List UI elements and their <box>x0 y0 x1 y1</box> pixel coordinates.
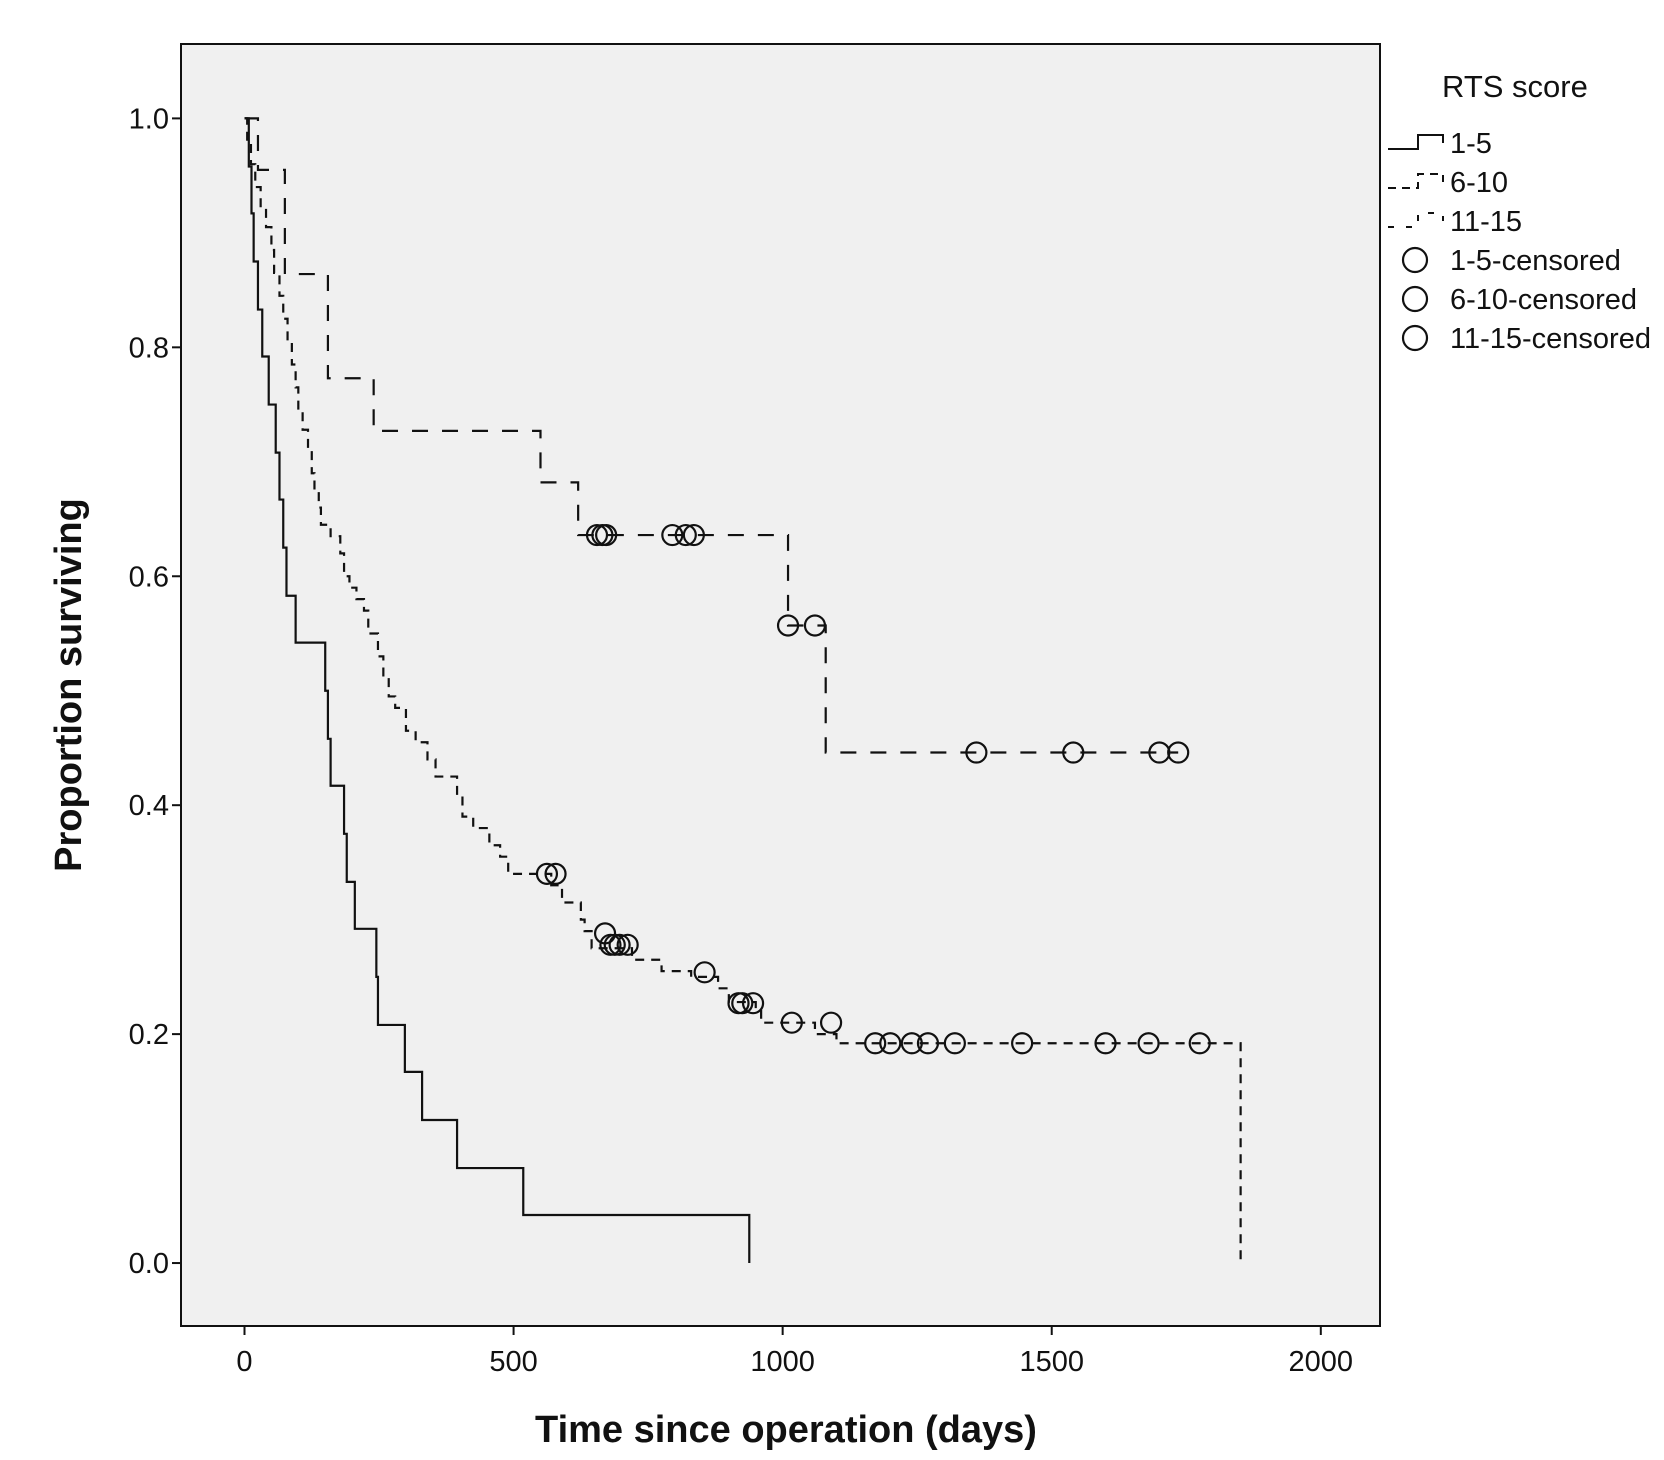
censor-marker-11-15 <box>595 523 618 547</box>
censor-marker-6-10 <box>1137 1032 1160 1055</box>
censor-marker-11-15 <box>585 523 609 547</box>
legend-title: RTS score <box>1442 69 1588 104</box>
censor-marker-11-15 <box>1148 741 1171 764</box>
censor-marker-6-10 <box>603 933 626 956</box>
y-tick-label: 0.0 <box>129 1248 169 1280</box>
censor-marker-6-10 <box>864 1032 887 1055</box>
y-tick-label: 0.8 <box>129 332 169 364</box>
censor-marker-11-15 <box>1167 741 1190 764</box>
legend-label: 1-5-censored <box>1450 245 1621 277</box>
legend-label: 11-15 <box>1450 206 1522 238</box>
series-line-11-15 <box>244 117 1179 754</box>
series-layer <box>244 117 1242 1264</box>
legend-label: 6-10 <box>1450 167 1508 199</box>
y-tick-label: 0.6 <box>129 561 169 593</box>
plot-area <box>180 43 1381 1327</box>
censor-marker-6-10 <box>535 862 559 885</box>
censor-marker-6-10 <box>741 992 765 1015</box>
legend-marker-1-5-censored <box>1401 246 1429 274</box>
x-tick-label: 1000 <box>750 1346 815 1378</box>
censor-marker-11-15 <box>803 614 827 637</box>
censor-marker-11-15 <box>682 523 705 547</box>
censor-marker-11-15 <box>776 614 800 637</box>
censor-marker-11-15 <box>661 523 684 547</box>
censor-marker-6-10 <box>943 1032 966 1055</box>
censor-marker-11-15 <box>674 523 697 547</box>
x-tick-label: 0 <box>236 1346 252 1378</box>
legend-swatch-6-10 <box>1388 173 1444 189</box>
censor-marker-layer <box>535 523 1211 1055</box>
series-line-1-5 <box>244 117 751 1264</box>
censor-marker-6-10 <box>693 961 716 984</box>
y-tick-label: 0.2 <box>129 1019 169 1051</box>
axes-layer: 0 500 1000 1500 2000 0.0 0.2 0.4 0.6 0.8 1.0 <box>129 103 1353 1378</box>
legend-marker-11-15-censored <box>1401 324 1429 352</box>
censor-marker-6-10 <box>1094 1032 1117 1055</box>
legend-label: 6-10-censored <box>1450 284 1637 316</box>
censor-marker-6-10 <box>616 933 639 956</box>
x-tick-label: 1500 <box>1019 1346 1084 1378</box>
censor-marker-6-10 <box>900 1032 923 1055</box>
x-tick-label: 500 <box>489 1346 537 1378</box>
censor-marker-6-10 <box>780 1011 803 1034</box>
censor-marker-6-10 <box>544 862 567 885</box>
censor-marker-6-10 <box>731 992 754 1015</box>
censor-marker-6-10 <box>916 1032 940 1055</box>
censor-marker-6-10 <box>1188 1032 1211 1055</box>
legend-swatch-11-15 <box>1388 212 1444 228</box>
y-axis-title: Proportion surviving <box>48 498 90 872</box>
x-axis-title: Time since operation (days) <box>535 1409 1037 1451</box>
x-tick-label: 2000 <box>1289 1346 1354 1378</box>
legend-marker-6-10-censored <box>1401 285 1429 313</box>
series-line-6-10 <box>244 117 1242 1264</box>
censor-marker-6-10 <box>1011 1032 1034 1055</box>
legend-swatch-1-5 <box>1388 134 1444 150</box>
censor-marker-11-15 <box>965 741 988 764</box>
y-tick-label: 1.0 <box>129 103 169 135</box>
censor-marker-6-10 <box>879 1032 902 1055</box>
legend-label: 1-5 <box>1450 128 1492 160</box>
censor-marker-6-10 <box>608 933 631 956</box>
legend-label: 11-15-censored <box>1450 323 1651 355</box>
censor-marker-11-15 <box>1062 741 1085 764</box>
y-tick-label: 0.4 <box>129 790 169 822</box>
legend: RTS score 1-5 6-10 11-15 1-5-censored 6-10-c… <box>1388 69 1651 355</box>
censor-marker-6-10 <box>819 1011 843 1034</box>
